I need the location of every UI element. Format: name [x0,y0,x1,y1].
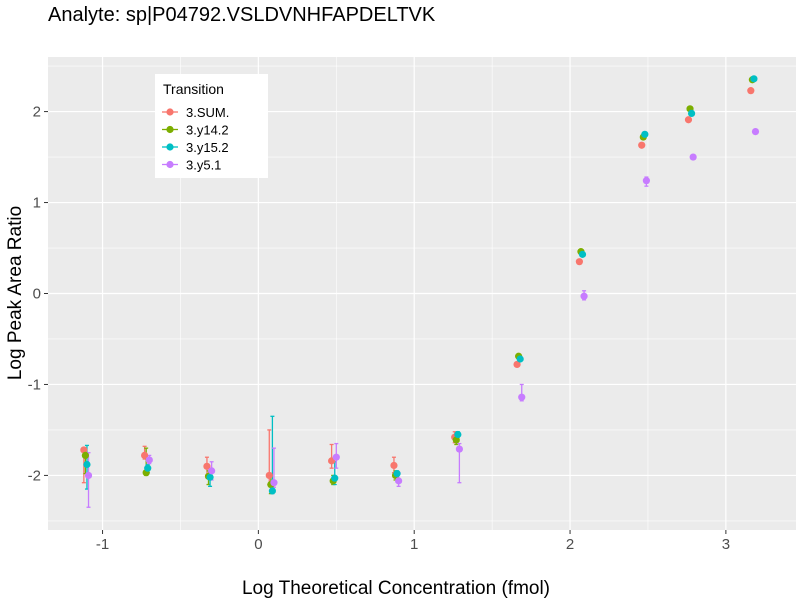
data-point [203,462,211,470]
data-point [270,479,278,487]
legend-background [155,74,268,178]
chart-title: Analyte: sp|P04792.VSLDVNHFAPDELTVK [48,4,436,26]
data-point [83,460,91,469]
data-point [81,451,89,460]
data-point [331,474,339,482]
data-point [684,116,693,124]
x-axis-ticks: -1 0 1 2 3 [96,530,730,553]
data-point [580,292,588,300]
x-axis-title: Log Theoretical Concentration (fmol) [242,578,550,599]
legend-label: 3.y15.2 [186,140,229,155]
data-point [141,451,149,460]
x-tick-label: -1 [96,536,109,553]
legend-key-point [166,143,174,151]
data-point [687,109,696,117]
data-point [638,141,646,149]
data-points [80,75,760,495]
data-point [454,430,462,439]
data-point [395,477,403,485]
legend-key-point [166,108,174,116]
data-point [516,355,524,363]
data-point [642,177,651,185]
data-point [144,464,152,472]
data-point [208,467,216,475]
y-axis-title: Log Peak Area Ratio [5,206,26,380]
legend: Transition 3.SUM. 3.y14.2 3.y15.2 3.y5.1 [155,74,268,178]
data-point [145,456,153,464]
major-gridlines [48,57,796,530]
legend-label: 3.SUM. [186,105,229,120]
data-point [268,487,276,495]
data-point [393,470,401,478]
data-point [641,130,649,138]
y-tick-label: 1 [33,195,41,212]
data-point [575,258,583,266]
x-tick-label: 3 [722,536,730,553]
y-tick-label: -1 [28,376,41,393]
data-point [390,461,398,470]
data-point [84,471,93,480]
data-point [265,471,273,480]
y-axis-ticks: -2 -1 0 1 2 [28,104,48,484]
x-tick-label: 1 [410,536,418,553]
data-point [747,87,755,95]
data-point [689,153,697,161]
legend-title: Transition [163,81,224,97]
x-tick-label: 2 [566,536,574,553]
legend-key-point [166,160,174,169]
data-point [578,250,587,258]
y-tick-label: 2 [33,104,41,121]
data-point [332,453,340,461]
data-point [206,473,214,481]
y-tick-label: -2 [28,467,41,484]
legend-key-point [166,125,174,134]
y-tick-label: 0 [33,286,41,303]
data-point [452,436,460,444]
data-point [518,393,526,401]
data-point [751,127,760,136]
legend-label: 3.y5.1 [186,158,221,173]
data-point [513,360,521,369]
data-point [80,446,88,454]
x-tick-label: 0 [254,536,262,553]
data-point [455,445,463,453]
legend-label: 3.y14.2 [186,123,229,138]
data-point [750,75,758,83]
